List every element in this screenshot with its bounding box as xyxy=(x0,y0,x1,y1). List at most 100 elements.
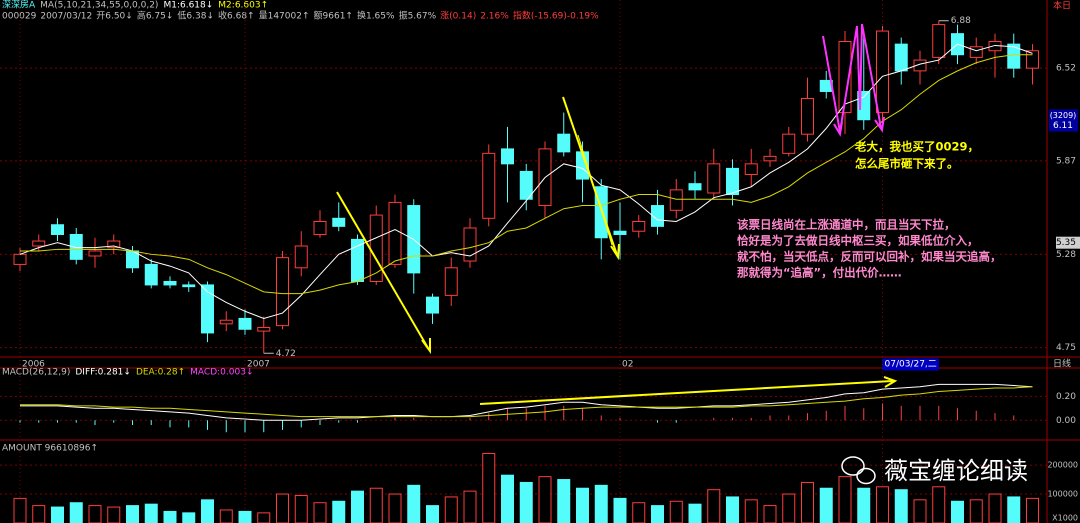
legend-entry: DIFF:0.281↓ xyxy=(75,368,131,378)
candle-body xyxy=(726,167,739,196)
candle-body xyxy=(313,221,327,235)
candle-body xyxy=(69,233,83,260)
y-tick-label: 100000 xyxy=(1047,490,1078,499)
volume-bar xyxy=(894,489,908,523)
candle-body xyxy=(463,227,477,262)
volume-bar xyxy=(444,496,458,523)
quote-text: 额9661↑ xyxy=(314,10,353,22)
candle-body xyxy=(913,59,927,72)
x-tick-label: 02 xyxy=(622,360,633,370)
annotation: 怎么尾市砸下来了。 xyxy=(855,157,959,171)
volume-bar xyxy=(13,497,27,523)
x-tick-label: 07/03/27,二 xyxy=(885,360,937,370)
volume-bar xyxy=(707,489,721,523)
candle-body xyxy=(557,133,571,153)
volume-bar xyxy=(201,499,214,523)
candle-body xyxy=(219,319,233,325)
quote-text: 开6.50↓ xyxy=(96,11,133,22)
header-text: M1:6.618↓ xyxy=(163,1,213,11)
volume-bar xyxy=(257,512,271,523)
candle-body xyxy=(894,43,908,72)
candle-body xyxy=(13,253,27,265)
volume-bar xyxy=(144,503,158,523)
candle-body xyxy=(238,317,252,330)
volume-bar xyxy=(369,487,383,523)
candle-body xyxy=(444,267,458,296)
candle-body xyxy=(163,280,177,286)
candle-body xyxy=(969,46,983,58)
volume-bar xyxy=(576,487,589,523)
ma-line xyxy=(19,43,1033,319)
candle-body xyxy=(482,152,496,219)
candle-body xyxy=(763,155,777,162)
cursor-date-box xyxy=(882,358,939,371)
volume-bar xyxy=(294,494,308,523)
candle-body xyxy=(651,205,664,227)
volume-bar xyxy=(801,481,814,523)
candle-body xyxy=(201,284,214,334)
volume-bar xyxy=(238,510,252,523)
quote-text: 收6.68↑ xyxy=(218,10,255,22)
volume-bar xyxy=(838,476,852,523)
volume-bar xyxy=(88,505,102,523)
volume-bar xyxy=(32,505,46,523)
panel-title: AMOUNT 96610896↑ xyxy=(2,444,98,454)
volume-bar xyxy=(613,497,627,523)
volume-bar xyxy=(51,506,64,523)
annotation: 就不怕，当天低点，反而可以回补，如果当天追高， xyxy=(737,250,1002,264)
quote-text: 高6.75↓ xyxy=(137,10,174,22)
volume-bar xyxy=(107,506,121,523)
volume-bar xyxy=(932,486,946,523)
candle-body xyxy=(332,217,346,227)
quote-text: 000029 xyxy=(2,12,37,22)
volume-bar xyxy=(688,503,702,523)
volume-bar xyxy=(313,502,327,523)
candle-body xyxy=(426,296,439,314)
candle-body xyxy=(782,133,796,154)
volume-bar xyxy=(463,490,477,523)
candle-body xyxy=(632,221,646,232)
volume-bar xyxy=(969,499,983,523)
high-marker: 6.88 xyxy=(951,16,971,26)
candle-body xyxy=(744,163,758,175)
header-text: 深深房A xyxy=(2,0,36,11)
candle-body xyxy=(88,250,102,257)
y-tick-label: 5.87 xyxy=(1056,156,1076,166)
y-tick-label: 0.20 xyxy=(1056,392,1076,402)
question: 老大，我也买了0029， 怎么尾市砸下来了。 xyxy=(854,140,979,171)
volume-bar xyxy=(1007,496,1021,523)
period-label: 日线 xyxy=(1053,358,1071,370)
volume-bar xyxy=(482,452,496,523)
volume-bar xyxy=(163,510,177,523)
y-tick-label: 6.52 xyxy=(1056,64,1076,74)
volume-bar xyxy=(276,493,289,523)
candle-body xyxy=(144,263,158,286)
volume-bar xyxy=(913,499,927,523)
volume-bar xyxy=(651,505,664,523)
arrow xyxy=(479,380,894,405)
quote-text: 振5.67% xyxy=(399,10,437,22)
volume-bar xyxy=(876,486,889,523)
y-tick-label: 4.75 xyxy=(1056,343,1076,353)
volume-bar xyxy=(726,496,739,523)
candle-body xyxy=(294,245,308,269)
candle-body xyxy=(838,40,852,114)
candle-body xyxy=(519,170,533,200)
volume-bar xyxy=(632,502,646,523)
wechat-icon xyxy=(841,456,865,476)
volume-bar xyxy=(69,502,83,523)
watermark: 薇宝缠论细读 xyxy=(841,456,1028,485)
volume-bar xyxy=(857,487,871,523)
annotation: 那就得为“追高”，付出代价…… xyxy=(737,266,902,280)
volume-bar xyxy=(182,512,196,523)
volume-bar xyxy=(763,505,777,523)
header-text: MA(5,10,21,34,55,0,0,0,2) xyxy=(40,1,158,11)
legend-entry: MACD:0.003↓ xyxy=(190,368,253,378)
candle-body xyxy=(613,230,627,235)
arrow xyxy=(336,191,429,349)
macd-line xyxy=(20,386,1033,418)
volume-bar xyxy=(819,487,833,523)
volume-bar xyxy=(669,500,683,523)
candle-body xyxy=(32,240,46,247)
